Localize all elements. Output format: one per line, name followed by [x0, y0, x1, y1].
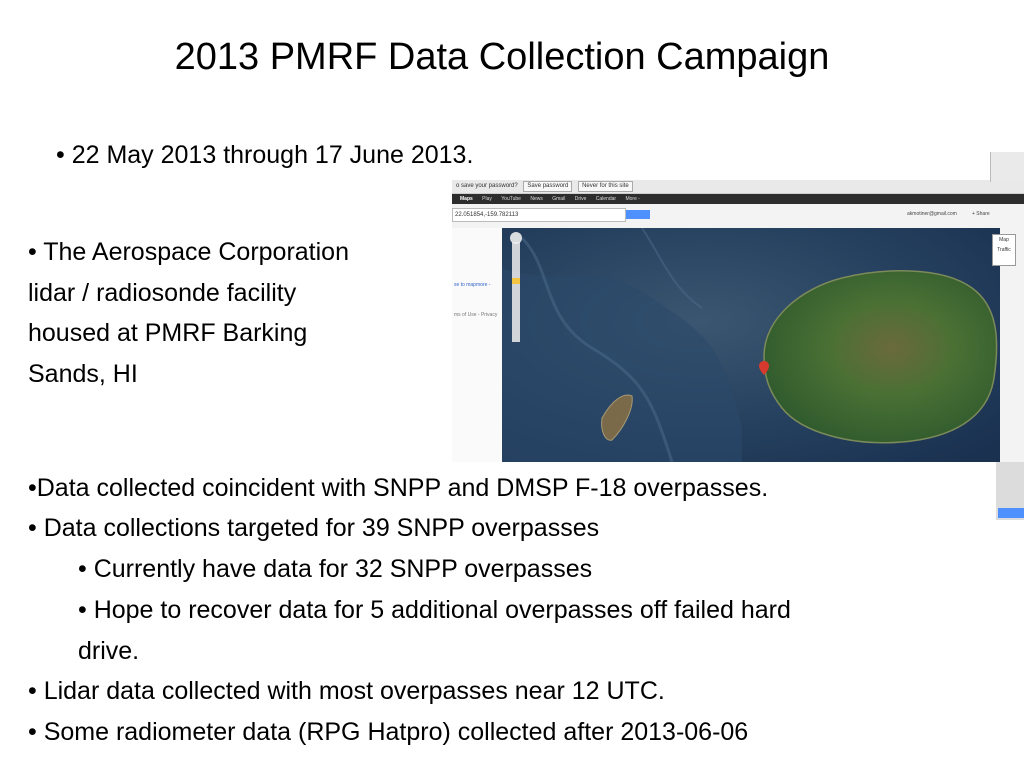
pan-control-icon: [510, 232, 522, 244]
browser-chrome-sliver: [990, 152, 1024, 182]
side-link-3: ms of Use - Privacy: [454, 312, 498, 318]
map-type-control: Map Traffic: [992, 234, 1016, 266]
niihau-island: [601, 394, 633, 441]
bullet-radiometer: • Some radiometer data (RPG Hatpro) coll…: [28, 718, 749, 746]
map-type-traffic: Traffic: [997, 247, 1011, 253]
aerospace-line-3: housed at PMRF Barking: [28, 319, 308, 347]
seafloor-ridge-2: [641, 228, 703, 309]
bullet-data-coincident: •Data collected coincident with SNPP and…: [28, 474, 769, 502]
side-link-2: more -: [476, 282, 491, 288]
zoom-slider: [512, 242, 520, 342]
save-password-button: Save password: [523, 181, 573, 192]
bullet-aerospace: • The Aerospace Corporation lidar / radi…: [28, 232, 438, 394]
map-side-panel: se to map more - ms of Use - Privacy: [452, 228, 502, 462]
satellite-map: [502, 228, 1000, 462]
kauai-island: [763, 270, 998, 444]
map-search-input: 22.051854,-159.782113: [452, 208, 626, 222]
google-nav-bar: Maps Play YouTube News Gmail Drive Calen…: [452, 194, 1024, 204]
bullet-date-range: • 22 May 2013 through 17 June 2013.: [56, 141, 474, 169]
nav-news: News: [530, 196, 543, 202]
nav-drive: Drive: [574, 196, 587, 202]
nav-play: Play: [482, 196, 492, 202]
nav-youtube: YouTube: [501, 196, 521, 202]
map-type-map: Map: [999, 237, 1009, 243]
aerospace-line-4: Sands, HI: [28, 359, 138, 388]
aerospace-line-2: lidar / radiosonde facility: [28, 278, 297, 307]
bullet-lidar: • Lidar data collected with most overpas…: [28, 677, 665, 705]
map-share-button: + Share: [972, 211, 990, 217]
password-bar: o save your password? Save password Neve…: [452, 180, 1024, 194]
map-search-button: [626, 210, 650, 219]
location-pin-icon: [759, 361, 769, 375]
sub-bullet-recover-cont: drive.: [78, 637, 140, 665]
aerospace-line-1: • The Aerospace Corporation: [28, 238, 349, 266]
slide-title: 2013 PMRF Data Collection Campaign: [174, 36, 830, 78]
map-edge-button: [998, 508, 1024, 518]
map-screenshot: o save your password? Save password Neve…: [452, 180, 1024, 462]
map-user-email: akmotiner@gmail.com: [907, 211, 957, 217]
sub-bullet-recover: • Hope to recover data for 5 additional …: [78, 596, 791, 624]
password-prompt: o save your password?: [456, 183, 518, 189]
nav-gmail: Gmail: [552, 196, 566, 202]
nav-more: More -: [625, 196, 640, 202]
side-link-1: se to map: [454, 282, 476, 288]
sub-bullet-current: • Currently have data for 32 SNPP overpa…: [78, 555, 593, 583]
bullet-targeted: • Data collections targeted for 39 SNPP …: [28, 514, 600, 542]
nav-maps: Maps: [460, 196, 473, 202]
zoom-handle: [512, 278, 520, 284]
never-button: Never for this site: [578, 181, 633, 192]
seafloor-ridge: [520, 236, 674, 462]
nav-calendar: Calendar: [595, 196, 617, 202]
